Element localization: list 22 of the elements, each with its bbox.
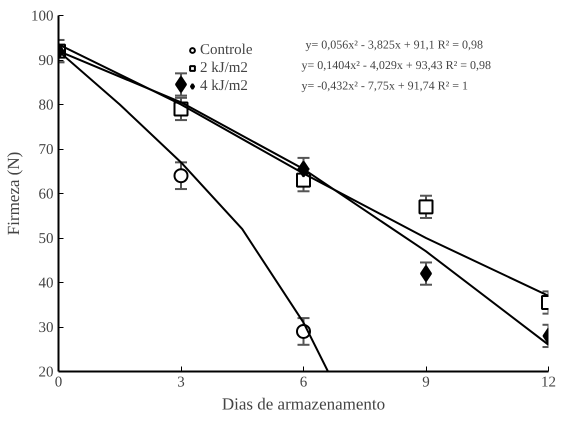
annotation: y= -0,432x² - 7,75x + 91,74 R² = 1 (302, 78, 468, 92)
y-axis-title: Firmeza (N) (4, 152, 23, 236)
x-tick-label: 6 (300, 374, 308, 390)
y-tick-label: 80 (38, 98, 54, 114)
y-tick-label: 70 (38, 142, 54, 158)
y-tick-label: 90 (38, 53, 54, 69)
y-tick-label: 60 (38, 186, 54, 202)
legend-label: 4 kJ/m2 (200, 77, 248, 95)
annotation: y= 0,056x² - 3,825x + 91,1 R² = 0,98 (306, 38, 483, 52)
x-tick-label: 0 (54, 374, 62, 390)
y-tick-label: 20 (38, 364, 54, 380)
x-tick-label: 3 (177, 374, 185, 390)
y-tick-label: 50 (38, 231, 54, 247)
x-tick-label: 12 (541, 374, 556, 390)
y-tick-label: 100 (31, 8, 54, 24)
legend-label: Controle (200, 41, 252, 59)
x-axis-title: Dias de armazenamento (222, 394, 386, 414)
y-tick-label: 40 (38, 276, 54, 292)
legend-label: 2 kJ/m2 (200, 59, 248, 77)
annotation: y= 0,1404x² - 4,029x + 93,43 R² = 0,98 (302, 58, 491, 72)
y-tick-label: 30 (38, 320, 54, 336)
x-tick-label: 9 (422, 374, 430, 390)
